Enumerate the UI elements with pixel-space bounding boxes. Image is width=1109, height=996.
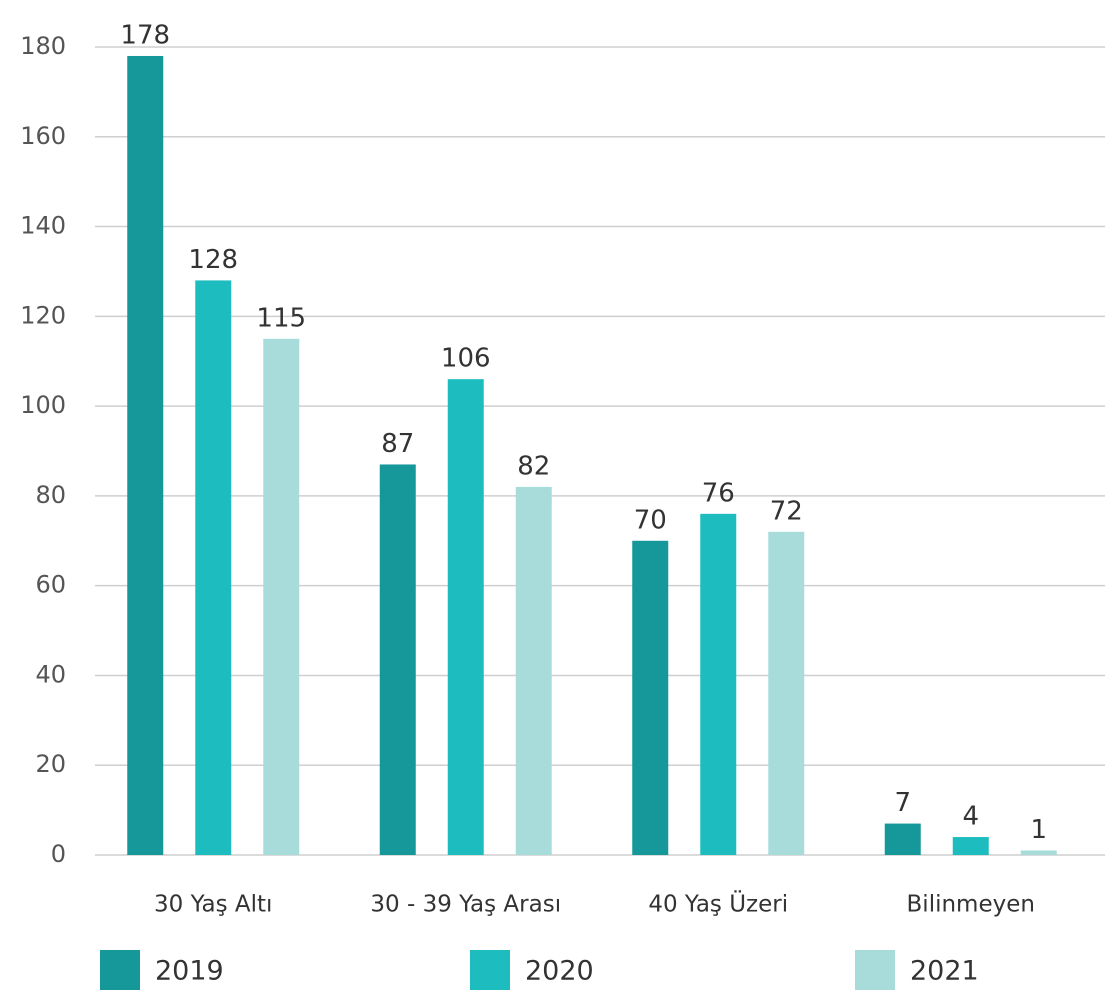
bar: [263, 338, 300, 855]
x-tick-label: 30 - 39 Yaş Arası: [370, 892, 561, 918]
value-label: 87: [381, 429, 414, 459]
legend-label: 2021: [910, 956, 979, 987]
bar: [700, 513, 737, 855]
legend-label: 2020: [525, 956, 594, 987]
value-label: 178: [120, 20, 170, 50]
bar: [884, 823, 921, 855]
y-tick-label: 60: [35, 571, 66, 599]
y-tick-label: 120: [20, 301, 66, 329]
value-label: 76: [702, 478, 735, 508]
value-label: 128: [188, 245, 238, 275]
value-label: 106: [441, 344, 491, 374]
legend-swatch: [470, 950, 510, 990]
y-tick-label: 40: [35, 660, 66, 688]
bar: [447, 379, 484, 855]
value-label: 72: [770, 496, 803, 526]
y-tick-label: 100: [20, 391, 66, 419]
legend-swatch: [100, 950, 140, 990]
bar: [768, 531, 805, 855]
bar: [1020, 850, 1057, 855]
legend-swatch: [855, 950, 895, 990]
bar: [515, 486, 552, 855]
y-tick-label: 80: [35, 481, 66, 509]
bar: [195, 280, 232, 855]
value-label: 115: [256, 303, 306, 333]
x-tick-label: Bilinmeyen: [907, 892, 1035, 918]
y-tick-label: 180: [20, 32, 66, 60]
value-label: 1: [1030, 815, 1047, 845]
y-tick-label: 140: [20, 212, 66, 240]
y-tick-label: 0: [51, 840, 66, 868]
x-tick-label: 40 Yaş Üzeri: [648, 890, 788, 918]
bar: [379, 464, 416, 855]
bar: [632, 540, 669, 855]
value-label: 7: [894, 788, 911, 818]
y-tick-label: 160: [20, 122, 66, 150]
value-label: 70: [634, 505, 667, 535]
value-label: 82: [517, 451, 550, 481]
value-label: 4: [962, 802, 979, 832]
x-tick-label: 30 Yaş Altı: [154, 892, 272, 918]
bar: [952, 837, 989, 855]
y-tick-label: 20: [35, 750, 66, 778]
legend-label: 2019: [155, 956, 224, 987]
bar: [127, 55, 164, 855]
